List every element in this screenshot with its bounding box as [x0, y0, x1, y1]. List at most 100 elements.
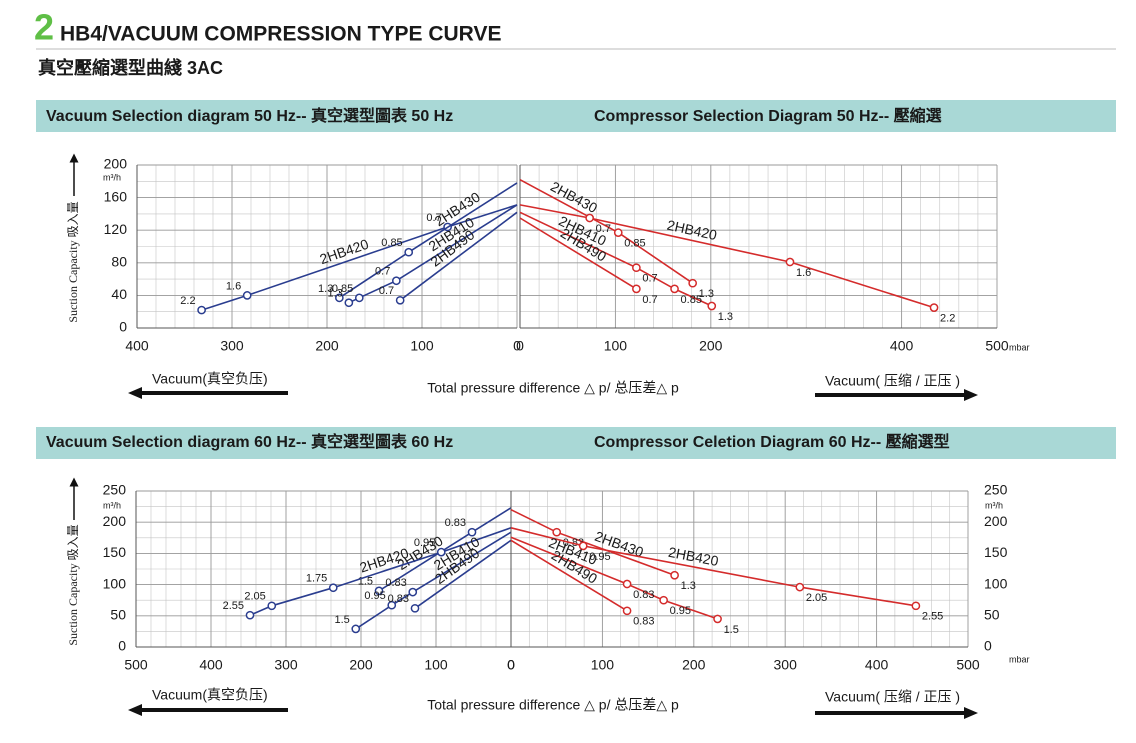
y-unit-right: m³/h: [985, 500, 1003, 510]
point-label: 1.75: [306, 573, 327, 585]
curve: [510, 527, 917, 607]
right-panel-title: Compressor Selection Diagram 50 Hz-- 壓縮選: [594, 106, 942, 125]
point-marker: [670, 284, 679, 294]
point-label: 0.7: [596, 223, 611, 235]
y-axis-label: Suction Capacity 吸入量: [66, 201, 80, 322]
point-label: 1.5: [334, 614, 349, 626]
right-arrow-label: Vacuum( 压缩 / 正压 ): [825, 689, 960, 705]
point-label: 0.7: [375, 266, 390, 278]
y-tick-label: 0: [118, 638, 126, 654]
point-marker: [404, 247, 414, 257]
curve: [519, 217, 637, 290]
point-label: 2.05: [244, 591, 265, 603]
x-tick-label: 0: [507, 657, 515, 673]
y-unit: m³/h: [103, 172, 121, 182]
point-label: 1.3: [681, 580, 696, 592]
point-marker: [585, 213, 594, 223]
point-marker: [395, 295, 405, 305]
point-marker: [436, 547, 446, 557]
point-label: 2.55: [223, 600, 244, 612]
left-panel-title: Vacuum Selection diagram 50 Hz-- 真空選型圖表 …: [46, 106, 453, 125]
point-label: 0.95: [670, 605, 691, 617]
point-marker: [785, 257, 795, 267]
x-tick-label: 200: [315, 338, 339, 354]
point-label: 0.95: [364, 590, 385, 602]
curve: [414, 539, 512, 609]
page-subtitle: 真空壓縮選型曲綫 3AC: [38, 57, 223, 78]
curve: [355, 531, 512, 630]
point-marker: [688, 278, 698, 288]
curve: [519, 211, 713, 307]
x-tick-label: 200: [699, 338, 723, 354]
y-tick-label: 100: [103, 575, 127, 591]
y-tick-label: 150: [103, 544, 127, 560]
x-tick-label: 500: [985, 338, 1009, 354]
point-marker: [467, 527, 477, 537]
point-marker: [632, 284, 641, 294]
point-marker: [552, 527, 562, 537]
x-tick-label: 300: [774, 657, 798, 673]
point-label: 0.85: [681, 294, 702, 306]
left-arrow-label: Vacuum(真空负压): [152, 371, 268, 387]
point-label: 0.83: [385, 577, 406, 589]
x-tick-label: 400: [199, 657, 223, 673]
point-marker: [267, 601, 277, 611]
point-marker: [632, 263, 641, 273]
point-label: 0.7: [642, 273, 657, 285]
curve: [201, 204, 518, 311]
point-label: 1.3: [699, 288, 714, 300]
point-marker: [242, 291, 252, 300]
left-arrow: [128, 387, 288, 399]
point-label: 2.05: [806, 592, 827, 604]
x-tick-label: 500: [124, 657, 148, 673]
y-tick-label: 160: [104, 188, 128, 204]
curve: [519, 204, 935, 309]
point-label: 1.3: [718, 311, 733, 323]
point-label: 0.83: [633, 616, 654, 628]
x-tick-label: 100: [424, 657, 448, 673]
y-tick-label: 200: [104, 156, 128, 172]
point-label: 1.6: [796, 267, 811, 279]
y-tick-label: 150: [984, 544, 1008, 560]
point-marker: [622, 606, 632, 616]
point-label: 0.85: [381, 237, 402, 249]
x-tick-label: 300: [220, 338, 244, 354]
point-marker: [713, 614, 722, 624]
point-label: 0.83: [388, 593, 409, 605]
y-tick-label: 250: [984, 482, 1008, 498]
point-marker: [344, 298, 354, 308]
point-marker: [335, 293, 344, 303]
right-arrow: [815, 707, 978, 719]
y-tick-label: 200: [103, 513, 127, 529]
x-tick-label: 400: [125, 338, 149, 354]
x-unit: mbar: [1009, 654, 1030, 664]
y-tick-label: 100: [984, 575, 1008, 591]
point-marker: [795, 582, 805, 592]
y-tick-label: 40: [111, 286, 127, 302]
right-arrow: [815, 389, 978, 401]
y-unit: m³/h: [103, 500, 121, 510]
y-tick-label: 200: [984, 513, 1008, 529]
point-marker: [911, 601, 921, 611]
point-marker: [613, 228, 623, 237]
point-label: 0.7: [379, 285, 394, 297]
y-tick-label: 50: [984, 607, 1000, 623]
point-marker: [328, 583, 338, 593]
point-label: 0.83: [633, 589, 654, 601]
point-marker: [392, 276, 401, 286]
point-label: 1.6: [226, 280, 241, 292]
x-axis-label: Total pressure difference △ p/ 总压差△ p: [427, 697, 679, 713]
curve: [510, 539, 628, 612]
y-tick-label: 0: [119, 319, 127, 335]
y-tick-label: 120: [104, 221, 128, 237]
x-unit: mbar: [1009, 342, 1030, 352]
left-arrow-label: Vacuum(真空负压): [152, 687, 268, 703]
point-marker: [351, 624, 361, 634]
point-label: 0.7: [426, 212, 441, 224]
point-marker: [354, 293, 364, 303]
point-marker: [929, 303, 939, 312]
x-tick-label: 0: [507, 657, 515, 673]
curve: [510, 536, 718, 620]
point-label: 2.2: [940, 313, 955, 325]
